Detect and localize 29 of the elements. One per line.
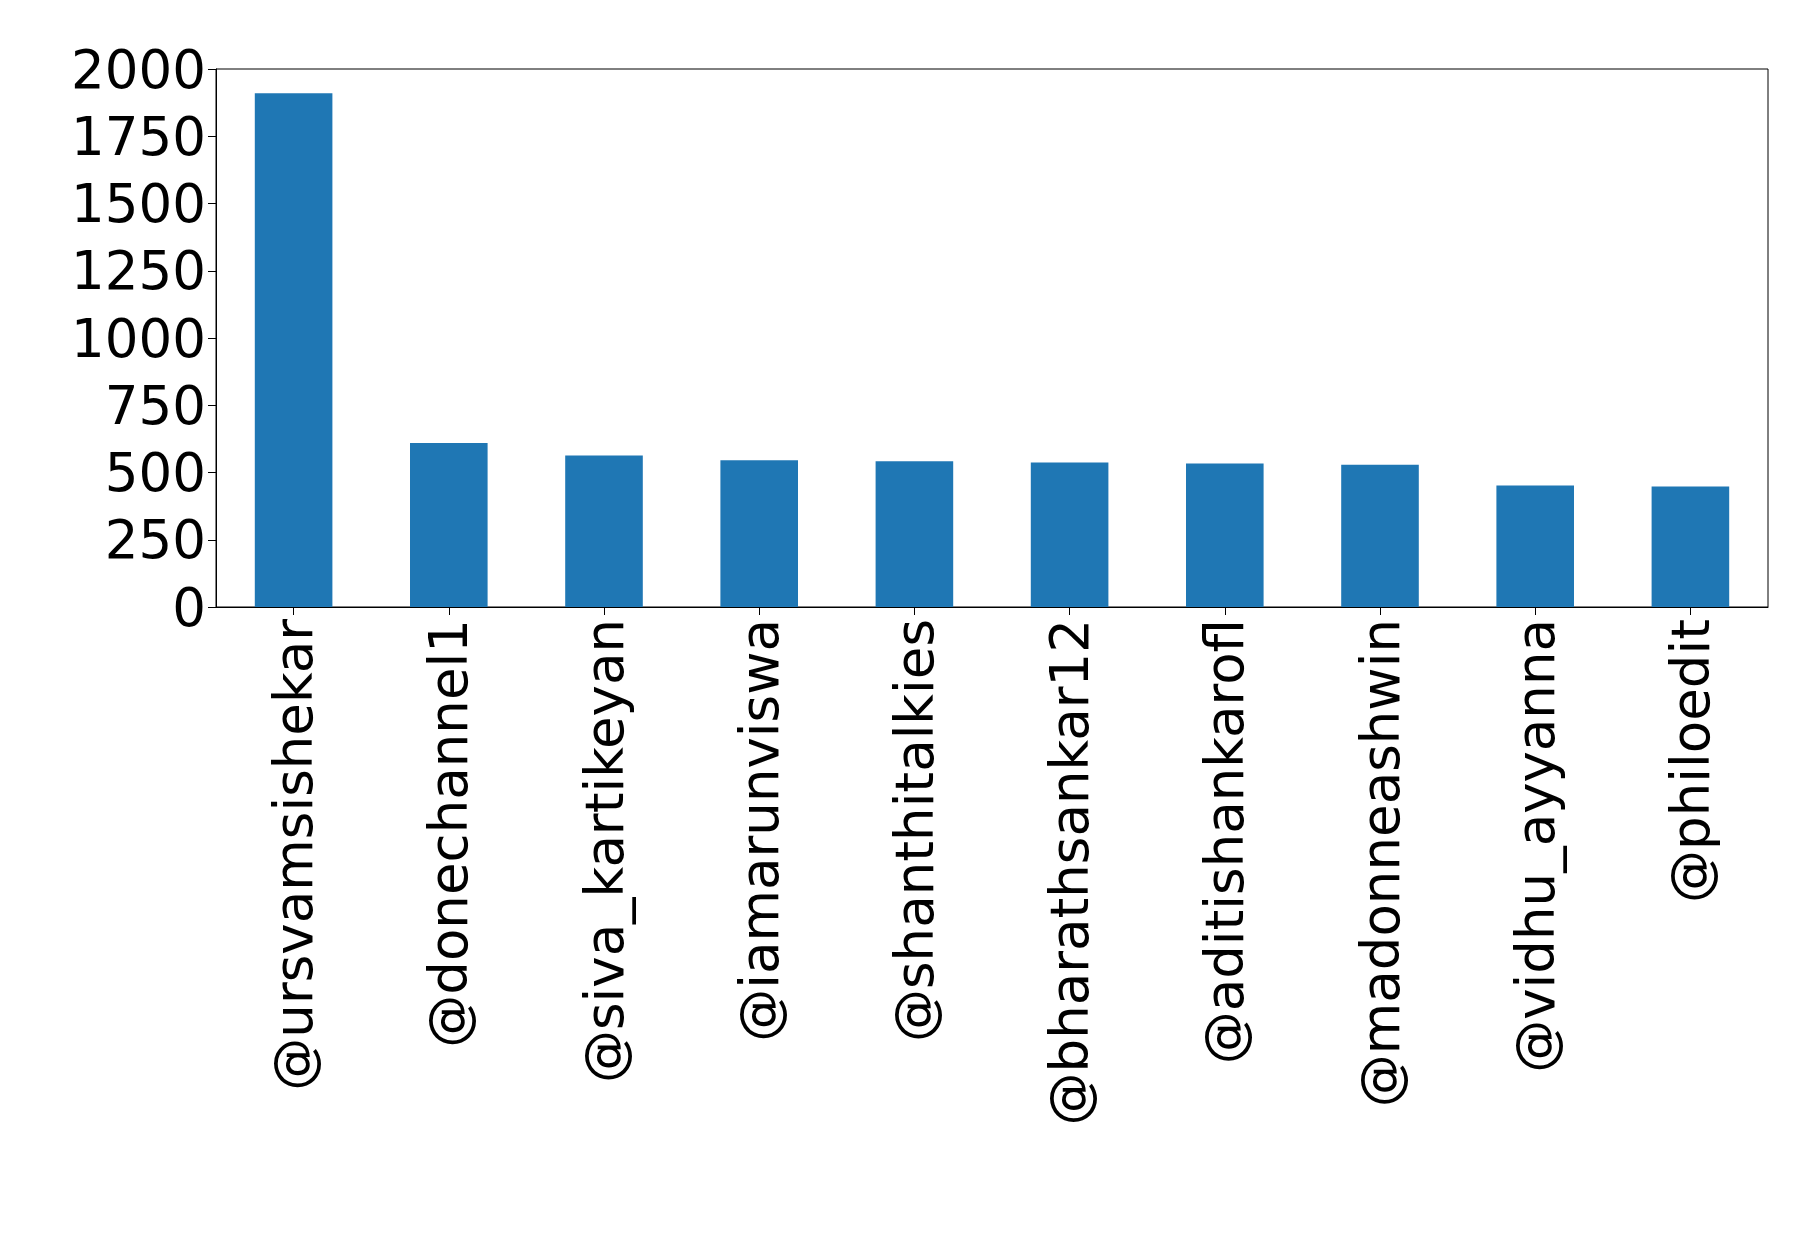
y-tick-label: 1750 [71, 105, 206, 167]
bar [720, 460, 798, 607]
x-tick-label: @philoedit [1659, 619, 1721, 903]
bar [410, 442, 488, 607]
x-tick-label: @shanthitalkies [883, 619, 945, 1042]
y-tick-label: 0 [172, 576, 206, 638]
bar [565, 455, 643, 607]
x-tick-label: @donechannel1 [418, 619, 480, 1048]
bar [1651, 486, 1730, 607]
bar [875, 461, 954, 607]
y-tick-label: 1250 [71, 240, 206, 302]
y-tick-label: 750 [104, 374, 206, 436]
y-tick-label: 250 [104, 509, 206, 571]
x-tick-label: @vidhu_ayyanna [1504, 619, 1567, 1073]
x-tick-label: @madonneashwin [1349, 619, 1411, 1108]
y-tick-label: 2000 [71, 38, 206, 100]
y-tick-label: 1000 [71, 307, 206, 369]
x-tick-label: @bharathsankar12 [1039, 619, 1101, 1126]
x-tick-label: @ursvamsishekar [263, 618, 325, 1091]
bar [254, 93, 333, 607]
bar [1030, 462, 1109, 607]
x-tick-label: @siva_kartikeyan [573, 619, 636, 1084]
bar [1341, 464, 1419, 607]
y-tick-label: 500 [104, 442, 206, 503]
bar [1186, 463, 1264, 607]
x-tick-label: @iamarunviswa [728, 619, 790, 1042]
x-tick-label: @aditishankarofl [1194, 619, 1256, 1065]
bar [1496, 485, 1574, 607]
y-tick-label: 1500 [71, 173, 206, 234]
